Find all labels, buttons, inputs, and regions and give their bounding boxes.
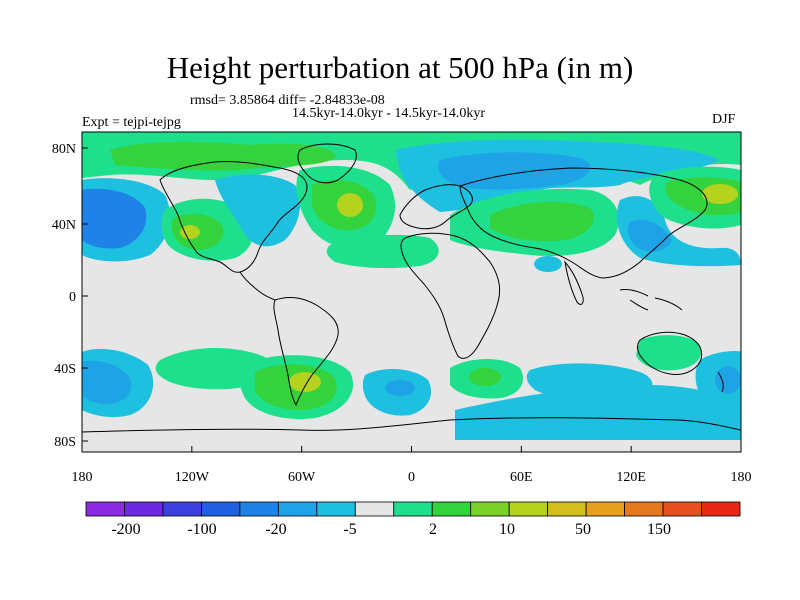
colorbar-swatch <box>624 501 664 517</box>
colorbar-swatch <box>393 501 433 517</box>
colorbar-swatch <box>508 501 549 517</box>
australia-positive-region <box>636 335 702 371</box>
colorbar-swatch <box>585 501 625 517</box>
southern-ocean-negative-region <box>455 385 741 440</box>
north-atlantic-peak <box>337 193 363 217</box>
time-range: 14.5kyr-14.0kyr - 14.5kyr-14.0kyr <box>292 106 486 121</box>
indian-ocean-negative-region <box>526 363 653 402</box>
colorbar-swatch <box>431 501 472 517</box>
colorbar-swatch <box>201 501 241 517</box>
colorbar-swatch <box>354 501 395 517</box>
plot-title: Height perturbation at 500 hPa (in m) <box>166 50 634 85</box>
colorbar-label: 2 <box>429 521 437 538</box>
latitude-axis: 80N 40N 0 40S 80S <box>52 142 88 450</box>
colorbar-swatch <box>547 501 587 517</box>
south-africa-strong-positive <box>469 368 501 386</box>
north-pacific-strong-negative-region <box>82 188 147 249</box>
colorbar-swatch <box>85 501 125 517</box>
colorbar-swatch <box>162 501 202 517</box>
asia-outline <box>459 167 708 279</box>
northwest-pacific-peak <box>702 184 738 204</box>
colorbar-swatch <box>316 501 356 517</box>
southeast-pacific-strong-negative <box>715 366 741 394</box>
south-pacific-strong-negative-region <box>82 360 132 405</box>
labrador-negative-region <box>215 174 301 247</box>
season-label: DJF <box>712 112 736 127</box>
colorbar-labels: -200 -100 -20 -5 2 10 50 150 <box>111 521 671 538</box>
lat-label: 80S <box>54 435 76 450</box>
colorbar-label: -200 <box>111 521 140 538</box>
colorbar-label: 50 <box>575 521 591 538</box>
africa-outline <box>400 232 501 359</box>
lat-label: 80N <box>52 142 76 157</box>
europe-outline <box>399 184 473 230</box>
lon-label: 120E <box>616 470 646 485</box>
rmsd-stats: rmsd= 3.85864 diff= -2.84833e-08 <box>190 93 385 108</box>
indonesia-outline <box>619 289 683 311</box>
north-america-peak <box>180 225 200 239</box>
lat-label: 40N <box>52 218 76 233</box>
greenland-positive-region <box>110 141 336 171</box>
south-atlantic-strong-negative <box>385 380 415 396</box>
arabia-negative-spot <box>534 256 562 272</box>
middle-east-positive-region <box>326 234 439 269</box>
colorbar-label: -20 <box>265 521 286 538</box>
greenland-outline <box>297 143 357 184</box>
south-america-peak <box>289 372 321 392</box>
contour-fields <box>82 132 741 440</box>
lon-label: 0 <box>408 470 415 485</box>
lat-label: 40S <box>54 362 76 377</box>
australia-outline <box>637 331 703 375</box>
coastlines <box>82 143 741 433</box>
eurasia-strong-negative-region <box>438 152 591 190</box>
colorbar-label: -5 <box>343 521 356 538</box>
lon-label: 60E <box>510 470 533 485</box>
lon-label: 60W <box>288 470 316 485</box>
lon-label: 180 <box>731 470 752 485</box>
colorbar-label: -100 <box>187 521 216 538</box>
colorbar-swatch <box>662 501 702 517</box>
colorbar-swatch <box>470 501 510 517</box>
colorbar-swatch <box>701 501 741 517</box>
lon-label: 180 <box>72 470 93 485</box>
asia-strong-positive-region <box>490 201 594 242</box>
colorbar <box>85 501 741 517</box>
lon-label: 120W <box>175 470 210 485</box>
colorbar-swatch <box>124 501 164 517</box>
new-zealand-outline <box>717 371 724 393</box>
north-america-outline <box>159 161 308 273</box>
india-outline <box>564 260 584 305</box>
longitude-axis: 180 120W 60W 0 60E 120E 180 <box>72 446 752 485</box>
experiment-label: Expt = tejpi-tejpg <box>82 115 181 130</box>
colorbar-label: 10 <box>499 521 515 538</box>
colorbar-swatch <box>239 501 279 517</box>
east-asia-strong-negative-region <box>627 220 672 252</box>
antarctica-outline <box>82 417 741 433</box>
south-america-outline <box>273 297 339 407</box>
lat-label: 0 <box>69 290 76 305</box>
colorbar-swatch <box>277 501 318 517</box>
colorbar-label: 150 <box>647 521 671 538</box>
central-america-outline <box>239 271 276 301</box>
